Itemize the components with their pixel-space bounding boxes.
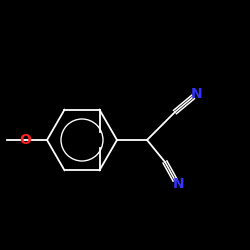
Text: O: O	[19, 133, 31, 147]
Text: N: N	[191, 87, 203, 101]
Text: N: N	[173, 177, 185, 191]
